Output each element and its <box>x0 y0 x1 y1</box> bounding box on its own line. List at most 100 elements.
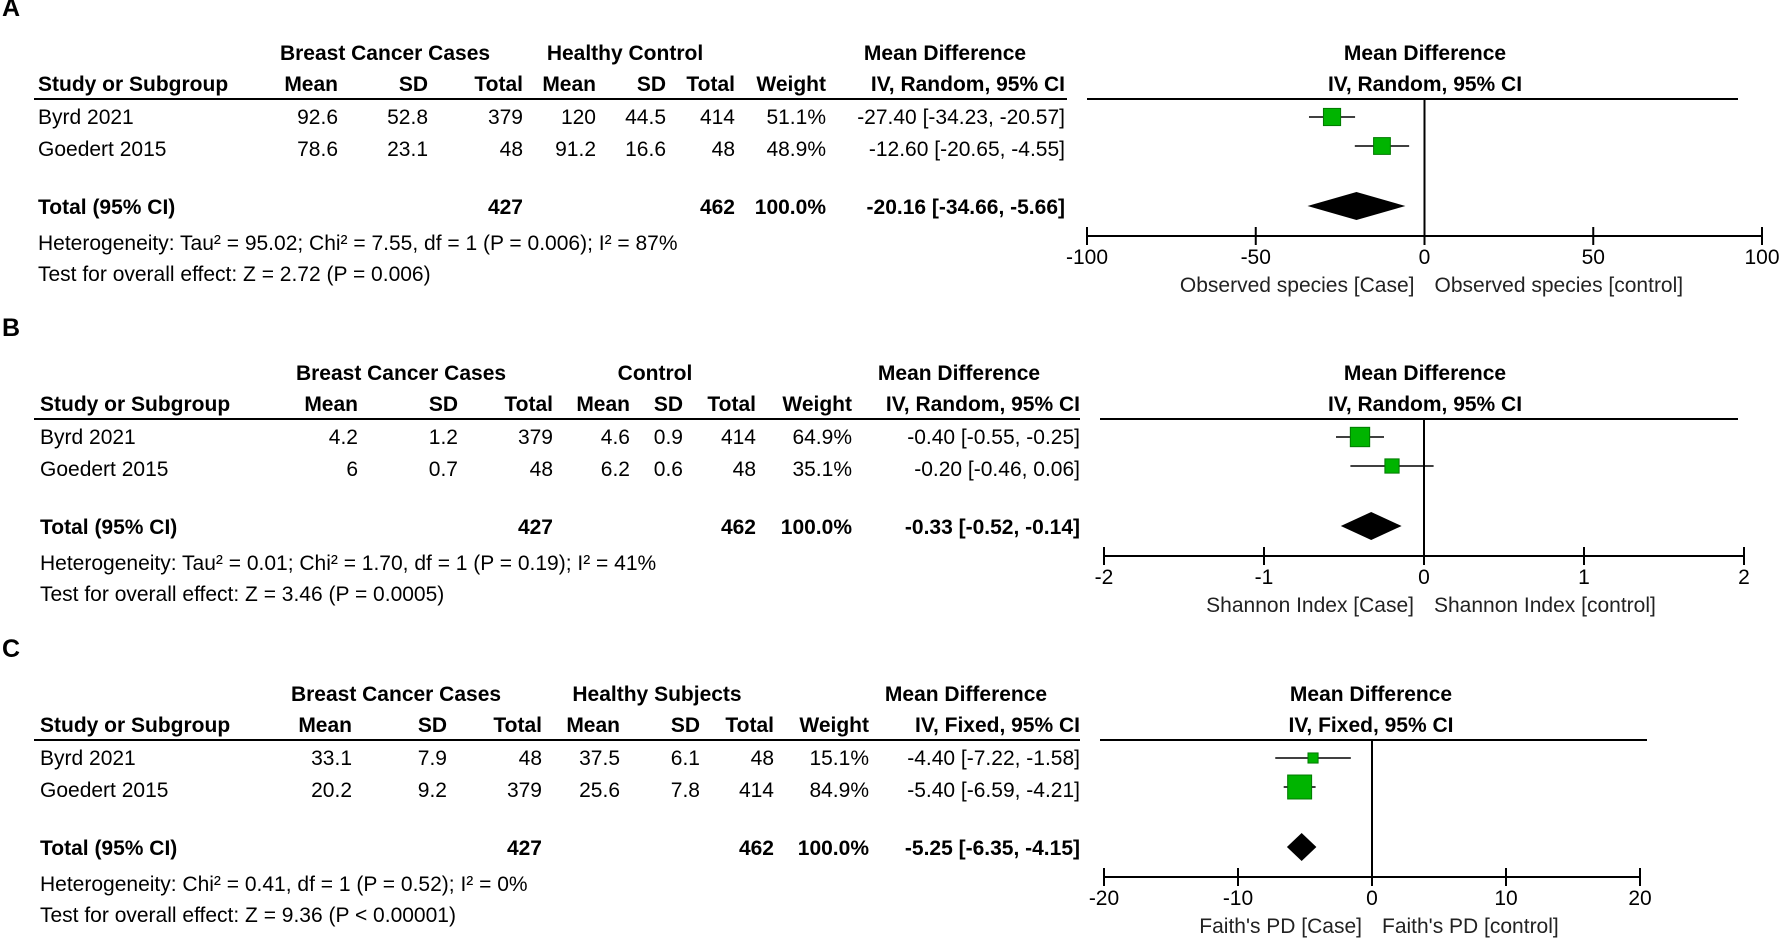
table-rule <box>34 418 1080 420</box>
md-title: Mean Difference <box>863 42 1027 65</box>
g1-total: 48 <box>499 138 523 161</box>
x-tick-label: 0 <box>1366 887 1378 910</box>
g2-total-header: Total <box>707 393 756 416</box>
total-label: Total (95% CI) <box>38 196 176 219</box>
plot-rule <box>1087 98 1738 100</box>
study-ci: -0.20 [-0.46, 0.06] <box>914 458 1080 481</box>
md-title: Mean Difference <box>877 362 1041 385</box>
weight-header: Weight <box>799 714 869 737</box>
x-tick-label: -50 <box>1241 246 1271 269</box>
total-g2: 462 <box>720 516 756 539</box>
plot-md-method: IV, Fixed, 95% CI <box>1288 714 1454 737</box>
overall-effect: Test for overall effect: Z = 3.46 (P = 0… <box>40 583 445 606</box>
pooled-diamond <box>1307 192 1406 220</box>
panel-c: C Breast Cancer Cases Healthy Subjects M… <box>0 635 1785 941</box>
g1-mean: 78.6 <box>297 138 338 161</box>
g1-total-header: Total <box>474 73 523 96</box>
panel-letter: B <box>2 314 21 342</box>
g2-mean: 91.2 <box>555 138 596 161</box>
study-name: Goedert 2015 <box>40 458 169 481</box>
forest-plot: -100 -50 0 50 100 Observed species [Case] Obse… <box>1066 100 1780 297</box>
total-g1: 427 <box>517 516 553 539</box>
study-ci: -4.40 [-7.22, -1.58] <box>907 747 1080 770</box>
favours-left-label: Shannon Index [Case] <box>1206 594 1414 617</box>
total-ci: -20.16 [-34.66, -5.66] <box>866 196 1065 219</box>
g1-sd: 23.1 <box>387 138 428 161</box>
g1-sd: 7.9 <box>417 747 447 770</box>
x-tick-label: -10 <box>1223 887 1253 910</box>
pooled-diamond <box>1340 512 1402 540</box>
x-tick-label: 2 <box>1738 566 1750 589</box>
g1-sd: 9.2 <box>417 779 447 802</box>
g2-mean: 37.5 <box>579 747 620 770</box>
g1-sd-header: SD <box>398 73 428 96</box>
study-marker <box>1287 774 1313 800</box>
forest-plot: -2 -1 0 1 2 Shannon Index [Case] Shannon Index… <box>1095 420 1750 617</box>
g2-mean: 4.6 <box>600 426 630 449</box>
group2-heading: Control <box>617 362 693 385</box>
g2-sd: 44.5 <box>625 106 666 129</box>
study-column-header: Study or Subgroup <box>40 393 231 416</box>
g2-total: 48 <box>732 458 756 481</box>
group1-heading: Breast Cancer Cases <box>290 683 502 706</box>
g1-mean: 33.1 <box>311 747 352 770</box>
g2-total-header: Total <box>725 714 774 737</box>
g2-sd: 0.6 <box>653 458 683 481</box>
x-tick-label: -1 <box>1255 566 1274 589</box>
panel-letter: C <box>2 635 21 663</box>
study-column-header: Study or Subgroup <box>40 714 231 737</box>
plot-md-title: Mean Difference <box>1289 683 1453 706</box>
study-weight: 84.9% <box>809 779 869 802</box>
x-tick-label: 0 <box>1418 566 1430 589</box>
study-ci: -12.60 [-20.65, -4.55] <box>868 138 1065 161</box>
total-ci: -0.33 [-0.52, -0.14] <box>904 516 1080 539</box>
x-tick-label: 1 <box>1578 566 1590 589</box>
g2-mean-header: Mean <box>566 714 620 737</box>
study-weight: 64.9% <box>792 426 852 449</box>
total-label: Total (95% CI) <box>40 837 178 860</box>
study-name: Goedert 2015 <box>40 779 169 802</box>
plot-rule <box>1100 739 1647 741</box>
g1-mean-header: Mean <box>304 393 358 416</box>
g1-sd: 0.7 <box>428 458 458 481</box>
pooled-diamond <box>1286 833 1317 861</box>
group2-heading: Healthy Control <box>546 42 704 65</box>
g2-total-header: Total <box>686 73 735 96</box>
weight-header: Weight <box>782 393 852 416</box>
g1-total: 379 <box>517 426 553 449</box>
heterogeneity: Heterogeneity: Chi² = 0.41, df = 1 (P = … <box>40 873 528 896</box>
g1-total-header: Total <box>504 393 553 416</box>
g2-sd: 7.8 <box>670 779 700 802</box>
x-tick-label: 50 <box>1582 246 1605 269</box>
md-title: Mean Difference <box>884 683 1048 706</box>
group1-heading: Breast Cancer Cases <box>295 362 507 385</box>
total-weight: 100.0% <box>754 196 826 219</box>
weight-header: Weight <box>756 73 826 96</box>
g2-mean-header: Mean <box>576 393 630 416</box>
g1-mean: 92.6 <box>297 106 338 129</box>
forest-plot: -20 -10 0 10 20 Faith's PD [Case] Faith's PD [… <box>1089 741 1652 938</box>
study-ci: -0.40 [-0.55, -0.25] <box>907 426 1080 449</box>
g2-mean: 6.2 <box>600 458 630 481</box>
study-weight: 35.1% <box>792 458 852 481</box>
g2-total: 414 <box>699 106 735 129</box>
study-weight: 48.9% <box>766 138 826 161</box>
g2-sd: 0.9 <box>653 426 683 449</box>
total-weight: 100.0% <box>797 837 869 860</box>
g1-total: 48 <box>518 747 542 770</box>
g2-sd-header: SD <box>636 73 666 96</box>
md-method-header: IV, Fixed, 95% CI <box>915 714 1080 737</box>
g1-total: 379 <box>487 106 523 129</box>
study-ci: -5.40 [-6.59, -4.21] <box>907 779 1080 802</box>
study-marker <box>1373 137 1391 155</box>
g1-mean: 6 <box>346 458 358 481</box>
g1-sd: 1.2 <box>428 426 458 449</box>
g2-total: 48 <box>750 747 774 770</box>
md-method-header: IV, Random, 95% CI <box>885 393 1080 416</box>
g2-sd: 6.1 <box>670 747 700 770</box>
total-g1: 427 <box>506 837 542 860</box>
study-marker <box>1384 458 1400 474</box>
plot-rule <box>1100 418 1738 420</box>
x-tick-label: 100 <box>1744 246 1779 269</box>
favours-left-label: Faith's PD [Case] <box>1199 915 1362 938</box>
